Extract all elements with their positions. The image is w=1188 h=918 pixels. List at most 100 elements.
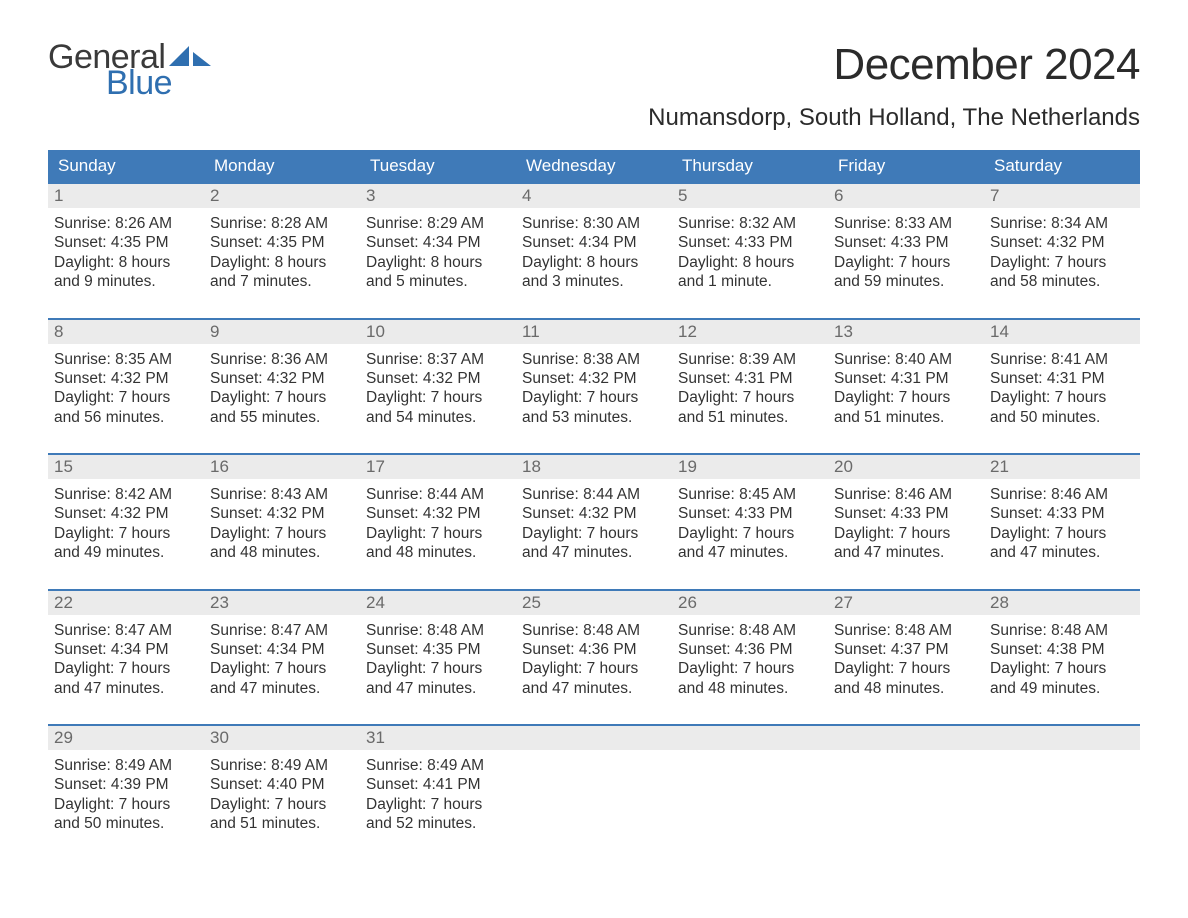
sunrise-text: Sunrise: 8:49 AM bbox=[54, 756, 198, 775]
dl2-text: and 47 minutes. bbox=[522, 543, 666, 562]
day-number: 9 bbox=[204, 320, 360, 344]
day-number: 17 bbox=[360, 455, 516, 479]
sunset-text: Sunset: 4:34 PM bbox=[210, 640, 354, 659]
day-cell: Sunrise: 8:40 AMSunset: 4:31 PMDaylight:… bbox=[828, 344, 984, 428]
dl1-text: Daylight: 7 hours bbox=[366, 524, 510, 543]
day-cell: Sunrise: 8:34 AMSunset: 4:32 PMDaylight:… bbox=[984, 208, 1140, 292]
sunset-text: Sunset: 4:34 PM bbox=[522, 233, 666, 252]
day-cell: Sunrise: 8:42 AMSunset: 4:32 PMDaylight:… bbox=[48, 479, 204, 563]
sunset-text: Sunset: 4:33 PM bbox=[678, 233, 822, 252]
dl2-text: and 49 minutes. bbox=[990, 679, 1134, 698]
brand-logo: General Blue bbox=[48, 40, 211, 100]
day-number bbox=[984, 726, 1140, 750]
day-number: 15 bbox=[48, 455, 204, 479]
sunset-text: Sunset: 4:33 PM bbox=[834, 233, 978, 252]
dl2-text: and 48 minutes. bbox=[678, 679, 822, 698]
sunset-text: Sunset: 4:41 PM bbox=[366, 775, 510, 794]
day-cell: Sunrise: 8:49 AMSunset: 4:39 PMDaylight:… bbox=[48, 750, 204, 834]
sunset-text: Sunset: 4:31 PM bbox=[678, 369, 822, 388]
dl1-text: Daylight: 8 hours bbox=[366, 253, 510, 272]
dl2-text: and 55 minutes. bbox=[210, 408, 354, 427]
day-cell bbox=[516, 750, 672, 834]
dl1-text: Daylight: 7 hours bbox=[834, 524, 978, 543]
day-number: 23 bbox=[204, 591, 360, 615]
day-number: 7 bbox=[984, 184, 1140, 208]
dl1-text: Daylight: 7 hours bbox=[522, 524, 666, 543]
dl2-text: and 48 minutes. bbox=[834, 679, 978, 698]
day-number: 24 bbox=[360, 591, 516, 615]
day-number: 25 bbox=[516, 591, 672, 615]
sunset-text: Sunset: 4:35 PM bbox=[54, 233, 198, 252]
day-cell: Sunrise: 8:49 AMSunset: 4:40 PMDaylight:… bbox=[204, 750, 360, 834]
dl2-text: and 48 minutes. bbox=[210, 543, 354, 562]
day-cell: Sunrise: 8:39 AMSunset: 4:31 PMDaylight:… bbox=[672, 344, 828, 428]
dl1-text: Daylight: 7 hours bbox=[678, 388, 822, 407]
dl2-text: and 56 minutes. bbox=[54, 408, 198, 427]
sunset-text: Sunset: 4:32 PM bbox=[522, 369, 666, 388]
sunrise-text: Sunrise: 8:47 AM bbox=[210, 621, 354, 640]
dl1-text: Daylight: 8 hours bbox=[210, 253, 354, 272]
sunrise-text: Sunrise: 8:28 AM bbox=[210, 214, 354, 233]
weekday-header: Monday bbox=[204, 150, 360, 182]
day-number: 28 bbox=[984, 591, 1140, 615]
dl2-text: and 3 minutes. bbox=[522, 272, 666, 291]
sunset-text: Sunset: 4:31 PM bbox=[990, 369, 1134, 388]
dl1-text: Daylight: 7 hours bbox=[522, 388, 666, 407]
sunset-text: Sunset: 4:35 PM bbox=[210, 233, 354, 252]
sunset-text: Sunset: 4:33 PM bbox=[990, 504, 1134, 523]
day-number: 3 bbox=[360, 184, 516, 208]
sunset-text: Sunset: 4:32 PM bbox=[54, 504, 198, 523]
sunrise-text: Sunrise: 8:48 AM bbox=[834, 621, 978, 640]
dl2-text: and 5 minutes. bbox=[366, 272, 510, 291]
weekday-header: Saturday bbox=[984, 150, 1140, 182]
dl2-text: and 47 minutes. bbox=[210, 679, 354, 698]
sunset-text: Sunset: 4:33 PM bbox=[678, 504, 822, 523]
sunrise-text: Sunrise: 8:40 AM bbox=[834, 350, 978, 369]
sunset-text: Sunset: 4:32 PM bbox=[522, 504, 666, 523]
sunrise-text: Sunrise: 8:46 AM bbox=[990, 485, 1134, 504]
weekday-header: Friday bbox=[828, 150, 984, 182]
dl1-text: Daylight: 7 hours bbox=[834, 659, 978, 678]
month-title: December 2024 bbox=[648, 40, 1140, 90]
sunrise-text: Sunrise: 8:33 AM bbox=[834, 214, 978, 233]
sunrise-text: Sunrise: 8:41 AM bbox=[990, 350, 1134, 369]
dl1-text: Daylight: 7 hours bbox=[678, 659, 822, 678]
dl1-text: Daylight: 7 hours bbox=[834, 388, 978, 407]
day-cell: Sunrise: 8:47 AMSunset: 4:34 PMDaylight:… bbox=[204, 615, 360, 699]
sunset-text: Sunset: 4:32 PM bbox=[210, 504, 354, 523]
day-cell bbox=[984, 750, 1140, 834]
day-number: 4 bbox=[516, 184, 672, 208]
logo-blue-text: Blue bbox=[106, 66, 211, 100]
day-cell: Sunrise: 8:48 AMSunset: 4:35 PMDaylight:… bbox=[360, 615, 516, 699]
day-cell: Sunrise: 8:46 AMSunset: 4:33 PMDaylight:… bbox=[984, 479, 1140, 563]
day-cell: Sunrise: 8:48 AMSunset: 4:38 PMDaylight:… bbox=[984, 615, 1140, 699]
dl2-text: and 1 minute. bbox=[678, 272, 822, 291]
dl1-text: Daylight: 7 hours bbox=[54, 388, 198, 407]
sunrise-text: Sunrise: 8:39 AM bbox=[678, 350, 822, 369]
day-number: 22 bbox=[48, 591, 204, 615]
day-number: 11 bbox=[516, 320, 672, 344]
dl1-text: Daylight: 7 hours bbox=[54, 524, 198, 543]
sunrise-text: Sunrise: 8:32 AM bbox=[678, 214, 822, 233]
sunset-text: Sunset: 4:38 PM bbox=[990, 640, 1134, 659]
daynum-strip: 15161718192021 bbox=[48, 455, 1140, 479]
sunset-text: Sunset: 4:32 PM bbox=[366, 504, 510, 523]
daynum-strip: 891011121314 bbox=[48, 320, 1140, 344]
sunset-text: Sunset: 4:32 PM bbox=[366, 369, 510, 388]
sunrise-text: Sunrise: 8:45 AM bbox=[678, 485, 822, 504]
day-cell: Sunrise: 8:28 AMSunset: 4:35 PMDaylight:… bbox=[204, 208, 360, 292]
day-cell: Sunrise: 8:41 AMSunset: 4:31 PMDaylight:… bbox=[984, 344, 1140, 428]
day-number: 13 bbox=[828, 320, 984, 344]
sunset-text: Sunset: 4:34 PM bbox=[366, 233, 510, 252]
dl2-text: and 51 minutes. bbox=[210, 814, 354, 833]
sunrise-text: Sunrise: 8:38 AM bbox=[522, 350, 666, 369]
week-row: 293031Sunrise: 8:49 AMSunset: 4:39 PMDay… bbox=[48, 724, 1140, 834]
day-number: 20 bbox=[828, 455, 984, 479]
sunrise-text: Sunrise: 8:48 AM bbox=[366, 621, 510, 640]
weekday-header-row: SundayMondayTuesdayWednesdayThursdayFrid… bbox=[48, 150, 1140, 182]
day-number: 1 bbox=[48, 184, 204, 208]
dl2-text: and 50 minutes. bbox=[54, 814, 198, 833]
day-cell: Sunrise: 8:38 AMSunset: 4:32 PMDaylight:… bbox=[516, 344, 672, 428]
day-number: 12 bbox=[672, 320, 828, 344]
dl2-text: and 47 minutes. bbox=[678, 543, 822, 562]
